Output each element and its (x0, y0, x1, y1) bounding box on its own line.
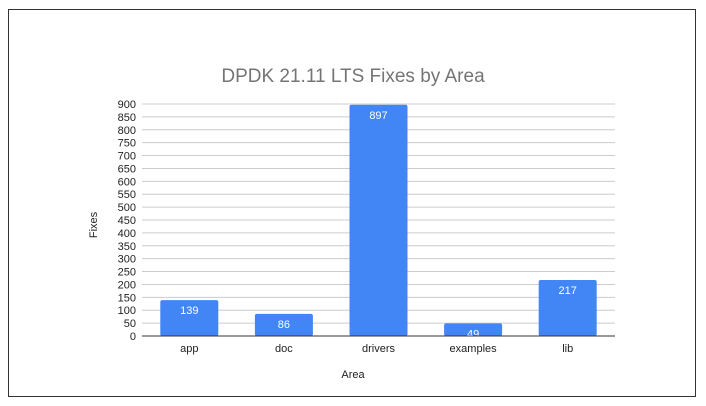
x-tick-label: drivers (362, 343, 396, 355)
bar-lib (538, 280, 597, 336)
y-tick-label: 650 (118, 163, 136, 175)
y-tick-label: 900 (118, 99, 136, 111)
data-label: 897 (369, 110, 387, 122)
bar-examples (444, 323, 503, 336)
y-tick-label: 150 (118, 292, 136, 304)
data-label: 139 (180, 305, 198, 317)
y-tick-label: 850 (118, 112, 136, 124)
y-tick-label: 0 (130, 331, 136, 343)
x-axis-label: Area (341, 369, 365, 381)
data-label: 217 (559, 285, 577, 297)
y-tick-label: 600 (118, 176, 136, 188)
y-tick-label: 450 (118, 215, 136, 227)
y-tick-label: 700 (118, 151, 136, 163)
bar-doc (254, 313, 313, 336)
y-tick-label: 400 (118, 228, 136, 240)
y-tick-label: 300 (118, 254, 136, 266)
y-tick-label: 750 (118, 138, 136, 150)
y-tick-label: 500 (118, 202, 136, 214)
chart-frame (8, 9, 696, 397)
data-label: 49 (467, 328, 479, 340)
data-label: 86 (278, 319, 290, 331)
bar-drivers (349, 104, 408, 336)
y-tick-label: 800 (118, 125, 136, 137)
chart-title: DPDK 21.11 LTS Fixes by Area (221, 66, 485, 87)
x-tick-label: app (180, 343, 198, 355)
y-tick-label: 550 (118, 189, 136, 201)
y-tick-label: 50 (124, 318, 136, 330)
x-tick-label: doc (275, 343, 293, 355)
x-tick-label: lib (562, 343, 573, 355)
bar-app (160, 300, 219, 336)
y-tick-label: 200 (118, 279, 136, 291)
x-tick-label: examples (450, 343, 498, 355)
y-tick-label: 100 (118, 305, 136, 317)
y-tick-label: 350 (118, 241, 136, 253)
y-tick-label: 250 (118, 267, 136, 279)
